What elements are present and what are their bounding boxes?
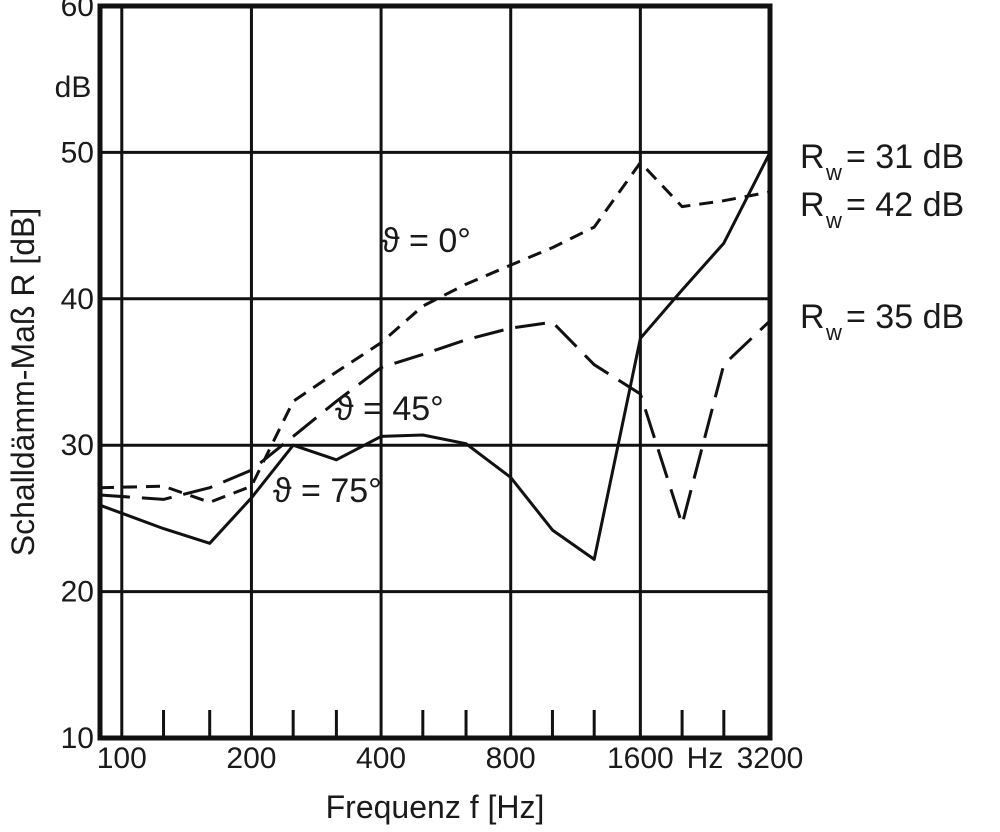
axis-labels: 10 20 30 40 50 60 100 200 400 800 1600 3200 — [61, 0, 804, 775]
rw-label-symbol-2: R — [800, 298, 825, 336]
rw-label-value-2: = 35 dB — [846, 298, 964, 336]
rw-label-subscript-2: w — [825, 320, 842, 345]
x-tick-label-1600: 1600 — [607, 742, 674, 775]
x-axis-title: Frequenz f [Hz] — [326, 789, 545, 825]
plot-frame — [97, 3, 773, 741]
rw-label-symbol-0: R — [800, 138, 825, 176]
series-lines — [99, 151, 772, 561]
series-line-2 — [99, 151, 772, 561]
y-tick-label-20: 20 — [61, 576, 94, 609]
rw-label-subscript-0: w — [825, 160, 842, 185]
x-tick-label-800: 800 — [486, 742, 536, 775]
y-tick-label-60: 60 — [61, 0, 94, 23]
x-tick-label-100: 100 — [97, 742, 147, 775]
grid — [100, 6, 770, 738]
y-tick-label-30: 30 — [61, 429, 94, 462]
y-axis-title: Schalldämm-Maß R [dB] — [5, 208, 41, 557]
annotation-theta-75: ϑ = 75° — [273, 472, 382, 510]
x-tick-label-3200: 3200 — [737, 742, 804, 775]
rw-label-value-0: = 31 dB — [846, 138, 964, 176]
y-tick-label-10: 10 — [61, 722, 94, 755]
rw-label-value-1: = 42 dB — [846, 186, 964, 224]
y-tick-label-50: 50 — [61, 136, 94, 169]
y-tick-label-40: 40 — [61, 283, 94, 316]
y-unit-label: dB — [55, 71, 92, 104]
rw-label-symbol-1: R — [800, 186, 825, 224]
series-line-1 — [99, 319, 772, 526]
x-tick-label-400: 400 — [356, 742, 406, 775]
annotation-theta-0: ϑ = 0° — [381, 222, 471, 260]
minor-ticks — [162, 710, 726, 738]
x-tick-label-200: 200 — [226, 742, 276, 775]
x-unit-label: Hz — [687, 742, 724, 775]
rw-label-subscript-1: w — [825, 208, 842, 233]
series-line-0 — [99, 161, 771, 504]
annotation-theta-45: ϑ = 45° — [335, 390, 444, 428]
